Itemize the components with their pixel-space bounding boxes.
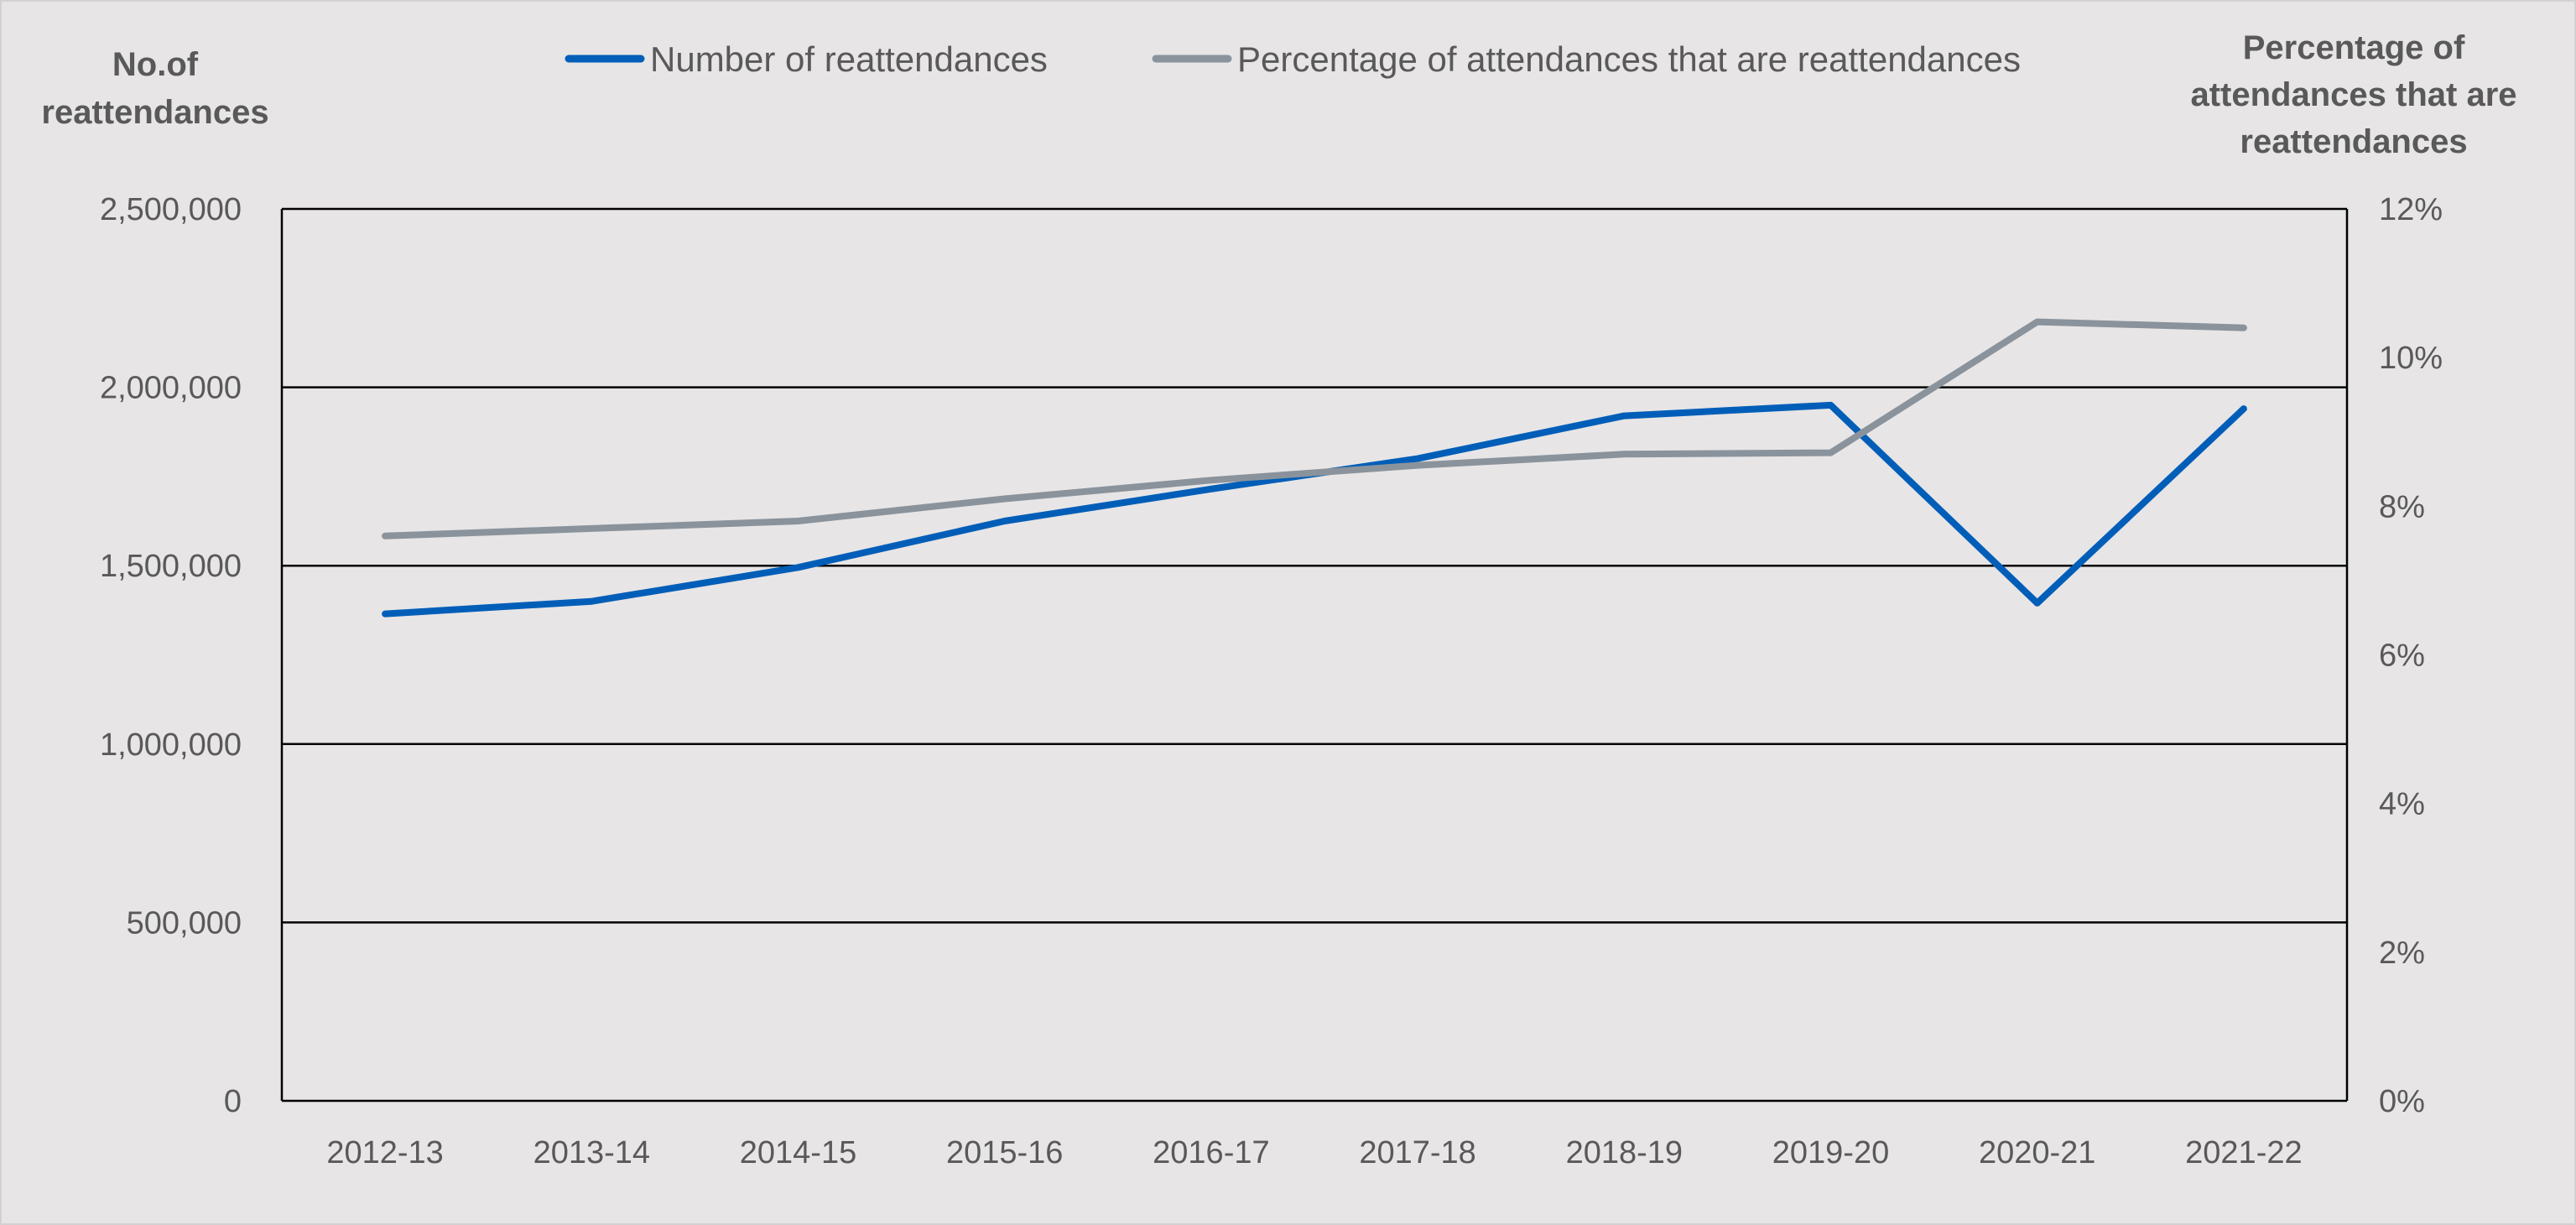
y-right-tick-label: 8% — [2379, 489, 2425, 524]
series-line-2 — [382, 318, 2247, 540]
y-left-tick-label: 500,000 — [127, 905, 242, 941]
y-right-axis-title: reattendances — [2240, 123, 2467, 160]
y-right-axis-title: attendances that are — [2190, 76, 2516, 113]
x-tick-label: 2015-16 — [946, 1135, 1063, 1170]
axis-titles: No.of reattendances Percentage of attendanc… — [41, 29, 2516, 160]
tick-labels: 0 500,000 1,000,000 1,500,000 2,000,000 2,500… — [100, 192, 2443, 1170]
legend-label: Percentage of attendances that are reatt… — [1237, 39, 2021, 79]
y-left-tick-label: 2,000,000 — [100, 371, 242, 406]
series-line-1 — [382, 401, 2247, 618]
x-tick-label: 2021-22 — [2185, 1135, 2302, 1170]
y-right-tick-label: 0% — [2379, 1084, 2425, 1119]
x-tick-label: 2017-18 — [1359, 1135, 1475, 1170]
legend: Number of reattendances Percentage of att… — [565, 39, 2021, 79]
gridlines — [282, 207, 2347, 1102]
axes — [280, 209, 2349, 1101]
y-right-tick-label: 6% — [2379, 639, 2425, 674]
y-right-tick-label: 12% — [2379, 192, 2443, 227]
y-left-tick-label: 2,500,000 — [100, 192, 242, 227]
y-left-axis-title: No.of — [112, 46, 199, 83]
y-left-axis-title: reattendances — [41, 94, 268, 131]
x-tick-label: 2020-21 — [1979, 1135, 2095, 1170]
x-tick-label: 2013-14 — [533, 1135, 650, 1170]
x-tick-label: 2012-13 — [326, 1135, 443, 1170]
y-right-tick-label: 4% — [2379, 787, 2425, 822]
x-tick-label: 2016-17 — [1153, 1135, 1269, 1170]
y-left-tick-label: 1,000,000 — [100, 727, 242, 763]
x-tick-label: 2014-15 — [740, 1135, 856, 1170]
y-right-tick-label: 2% — [2379, 936, 2425, 971]
y-right-axis-title: Percentage of — [2243, 29, 2465, 66]
y-left-tick-label: 0 — [224, 1084, 242, 1119]
y-right-tick-label: 10% — [2379, 341, 2443, 376]
legend-label: Number of reattendances — [650, 39, 1048, 79]
series-lines — [382, 318, 2247, 618]
x-tick-label: 2019-20 — [1772, 1135, 1889, 1170]
y-left-tick-label: 1,500,000 — [100, 549, 242, 584]
x-tick-label: 2018-19 — [1566, 1135, 1683, 1170]
